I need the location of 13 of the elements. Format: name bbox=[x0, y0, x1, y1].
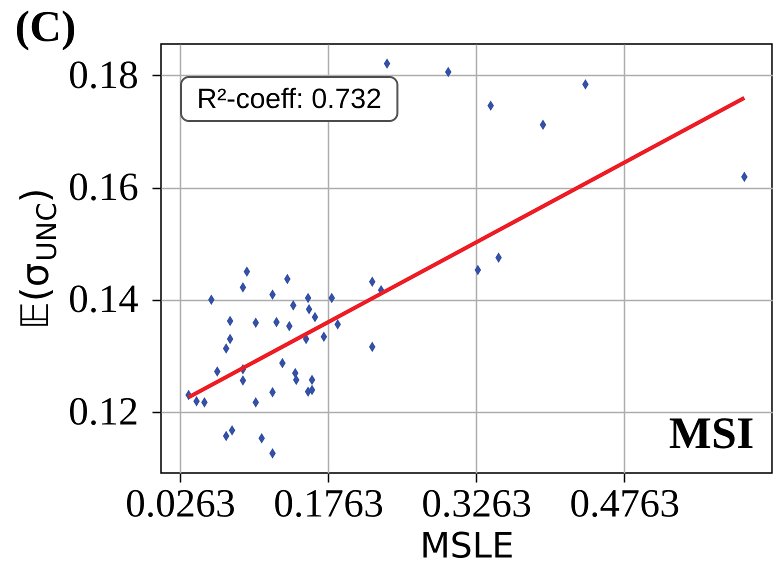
y-axis-title: 𝔼(σUNC) bbox=[13, 188, 63, 330]
x-axis-title: MSLE bbox=[420, 526, 514, 566]
x-tick-label: 0.3263 bbox=[422, 480, 532, 526]
y-tick-label: 0.14 bbox=[68, 276, 138, 322]
y-tick-label: 0.16 bbox=[68, 164, 138, 210]
annotation: R²-coeff: 0.732 bbox=[196, 83, 382, 114]
chart-title: (C) bbox=[15, 2, 76, 51]
x-tick-label: 0.1763 bbox=[274, 480, 384, 526]
y-tick-label: 0.18 bbox=[68, 52, 138, 97]
y-tick-label: 0.12 bbox=[68, 388, 138, 434]
annotation: MSI bbox=[668, 408, 754, 458]
x-tick-label: 0.4763 bbox=[570, 480, 680, 526]
x-tick-label: 0.0263 bbox=[126, 480, 236, 526]
